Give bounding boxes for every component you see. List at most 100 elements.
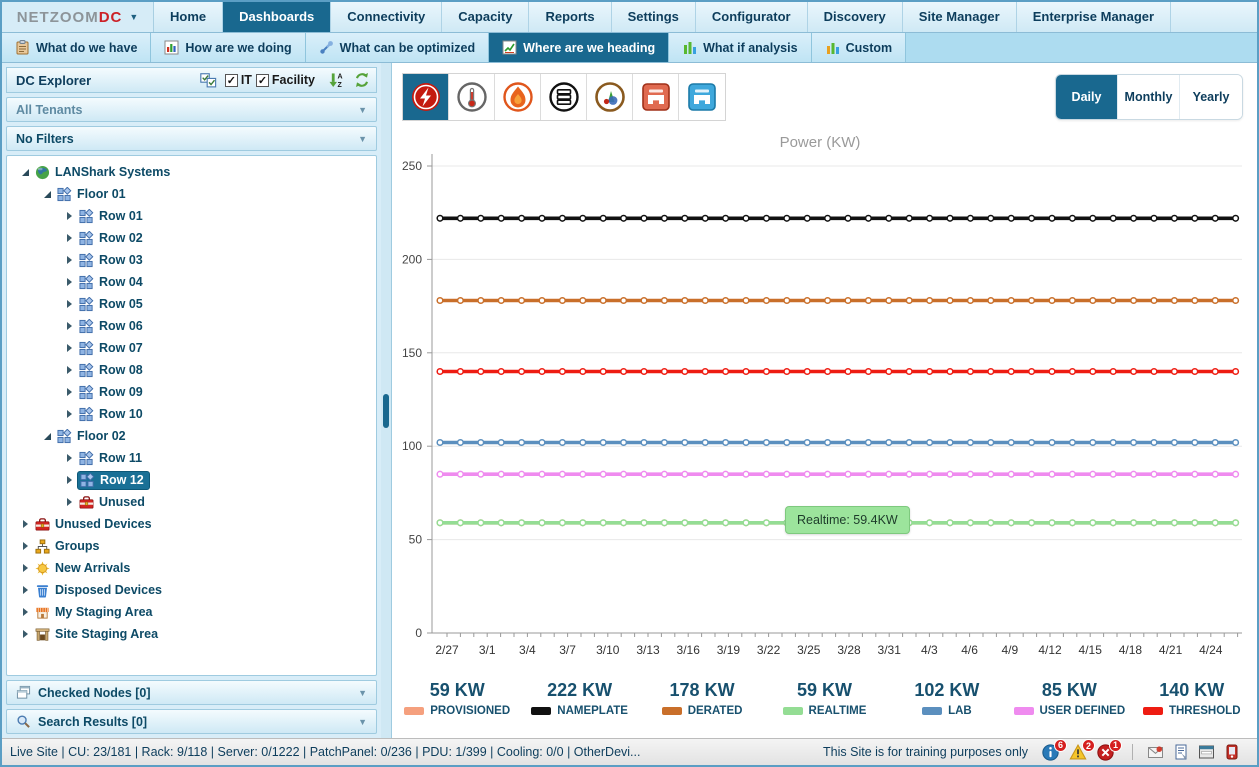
warning-alert-button[interactable]: 2 — [1069, 744, 1087, 760]
tab-reports[interactable]: Reports — [529, 2, 611, 32]
window-icon[interactable] — [1198, 744, 1215, 760]
collapse-toggle-icon[interactable] — [39, 191, 55, 198]
device-icon[interactable] — [1224, 744, 1240, 760]
tab-enterprise-manager[interactable]: Enterprise Manager — [1017, 2, 1171, 32]
power-chart[interactable]: Power (KW)0501001502002502/273/13/43/73/… — [392, 127, 1258, 667]
tree-node-row-04[interactable]: Row 04 — [7, 271, 376, 293]
expand-toggle-icon[interactable] — [17, 542, 33, 550]
it-checkbox[interactable]: ✓ — [225, 74, 238, 87]
tab-site-manager[interactable]: Site Manager — [903, 2, 1017, 32]
tree-node-row-03[interactable]: Row 03 — [7, 249, 376, 271]
legend-item-nameplate[interactable]: 222 KW NAMEPLATE — [518, 680, 640, 738]
legend-item-derated[interactable]: 178 KW DERATED — [641, 680, 763, 738]
splitter-handle[interactable] — [383, 394, 389, 428]
expand-toggle-icon[interactable] — [61, 366, 77, 374]
tree-node-groups[interactable]: Groups — [7, 535, 376, 557]
tree-node-row-11[interactable]: Row 11 — [7, 447, 376, 469]
expand-toggle-icon[interactable] — [61, 476, 77, 484]
tree-node-row-12[interactable]: Row 12 — [7, 469, 376, 491]
capacity-metric-button[interactable] — [587, 74, 633, 120]
power-metric-button[interactable] — [403, 74, 449, 120]
all-tenants-dropdown[interactable]: All Tenants ▼ — [6, 97, 377, 122]
server-metric-button[interactable] — [541, 74, 587, 120]
expand-toggle-icon[interactable] — [17, 520, 33, 528]
mail-icon[interactable] — [1147, 744, 1164, 760]
error-alert-button[interactable]: 1 — [1097, 744, 1114, 761]
expand-toggle-icon[interactable] — [61, 212, 77, 220]
tree-node-lanshark-systems[interactable]: LANShark Systems — [7, 161, 376, 183]
port-red-metric-button[interactable] — [633, 74, 679, 120]
svg-text:3/1: 3/1 — [479, 643, 496, 657]
tree-node-floor-01[interactable]: Floor 01 — [7, 183, 376, 205]
multi-select-icon[interactable] — [200, 73, 217, 88]
subtab-what-do-we-have[interactable]: What do we have — [2, 33, 151, 62]
info-alert-button[interactable]: 6 — [1042, 744, 1059, 761]
legend-item-realtime[interactable]: 59 KW REALTIME — [763, 680, 885, 738]
expand-toggle-icon[interactable] — [17, 564, 33, 572]
expand-toggle-icon[interactable] — [17, 586, 33, 594]
expand-toggle-icon[interactable] — [61, 322, 77, 330]
tree-node-my-staging-area[interactable]: My Staging Area — [7, 601, 376, 623]
search-results-panel[interactable]: Search Results [0] ▼ — [6, 709, 377, 734]
tree-node-row-10[interactable]: Row 10 — [7, 403, 376, 425]
tab-configurator[interactable]: Configurator — [696, 2, 808, 32]
legend-item-threshold[interactable]: 140 KW THRESHOLD — [1131, 680, 1253, 738]
tree-node-row-07[interactable]: Row 07 — [7, 337, 376, 359]
subtab-what-if-analysis[interactable]: What if analysis — [669, 33, 811, 62]
daily-button[interactable]: Daily — [1056, 75, 1118, 119]
expand-toggle-icon[interactable] — [61, 256, 77, 264]
subtab-where-are-we-heading[interactable]: Where are we heading — [489, 33, 669, 62]
tab-capacity[interactable]: Capacity — [442, 2, 529, 32]
logo-menu-caret[interactable]: ▼ — [129, 12, 138, 22]
svg-text:0: 0 — [415, 626, 422, 640]
port-blue-metric-button[interactable] — [679, 74, 725, 120]
legend-item-provisioned[interactable]: 59 KW PROVISIONED — [396, 680, 518, 738]
tree-node-row-09[interactable]: Row 09 — [7, 381, 376, 403]
monthly-button[interactable]: Monthly — [1118, 75, 1180, 119]
tab-settings[interactable]: Settings — [612, 2, 696, 32]
tree-node-row-05[interactable]: Row 05 — [7, 293, 376, 315]
expand-toggle-icon[interactable] — [61, 454, 77, 462]
yearly-button[interactable]: Yearly — [1180, 75, 1242, 119]
facility-checkbox[interactable]: ✓ — [256, 74, 269, 87]
tree-node-disposed-devices[interactable]: Disposed Devices — [7, 579, 376, 601]
expand-toggle-icon[interactable] — [61, 410, 77, 418]
legend-item-user-defined[interactable]: 85 KW USER DEFINED — [1008, 680, 1130, 738]
tree-node-row-08[interactable]: Row 08 — [7, 359, 376, 381]
subtab-what-can-be-optimized[interactable]: What can be optimized — [306, 33, 489, 62]
tree-node-unused[interactable]: Unused — [7, 491, 376, 513]
expand-toggle-icon[interactable] — [61, 234, 77, 242]
temperature-metric-button[interactable] — [449, 74, 495, 120]
tree-node-row-06[interactable]: Row 06 — [7, 315, 376, 337]
subtab-custom[interactable]: Custom — [812, 33, 907, 62]
no-filters-dropdown[interactable]: No Filters ▼ — [6, 126, 377, 151]
expand-toggle-icon[interactable] — [17, 630, 33, 638]
subtab-how-are-we-doing[interactable]: How are we doing — [151, 33, 305, 62]
expand-toggle-icon[interactable] — [61, 498, 77, 506]
tab-discovery[interactable]: Discovery — [808, 2, 903, 32]
collapse-toggle-icon[interactable] — [39, 433, 55, 440]
tree-node-new-arrivals[interactable]: New Arrivals — [7, 557, 376, 579]
tab-home[interactable]: Home — [154, 2, 223, 32]
tab-dashboards[interactable]: Dashboards — [223, 2, 331, 32]
checked-nodes-panel[interactable]: Checked Nodes [0] ▼ — [6, 680, 377, 705]
legend-item-lab[interactable]: 102 KW LAB — [886, 680, 1008, 738]
tab-connectivity[interactable]: Connectivity — [331, 2, 442, 32]
tree-node-floor-02[interactable]: Floor 02 — [7, 425, 376, 447]
collapse-toggle-icon[interactable] — [17, 169, 33, 176]
tree-node-row-02[interactable]: Row 02 — [7, 227, 376, 249]
tree-node-label: Row 12 — [100, 473, 144, 487]
series-threshold — [437, 369, 1238, 375]
expand-toggle-icon[interactable] — [61, 344, 77, 352]
expand-toggle-icon[interactable] — [61, 278, 77, 286]
expand-toggle-icon[interactable] — [61, 300, 77, 308]
sort-az-icon[interactable]: AZ — [329, 72, 344, 88]
refresh-icon[interactable] — [354, 72, 370, 88]
tree-node-site-staging-area[interactable]: Site Staging Area — [7, 623, 376, 645]
tree-node-row-01[interactable]: Row 01 — [7, 205, 376, 227]
expand-toggle-icon[interactable] — [17, 608, 33, 616]
expand-toggle-icon[interactable] — [61, 388, 77, 396]
heat-metric-button[interactable] — [495, 74, 541, 120]
tree-node-unused-devices[interactable]: Unused Devices — [7, 513, 376, 535]
notes-icon[interactable] — [1173, 744, 1189, 760]
